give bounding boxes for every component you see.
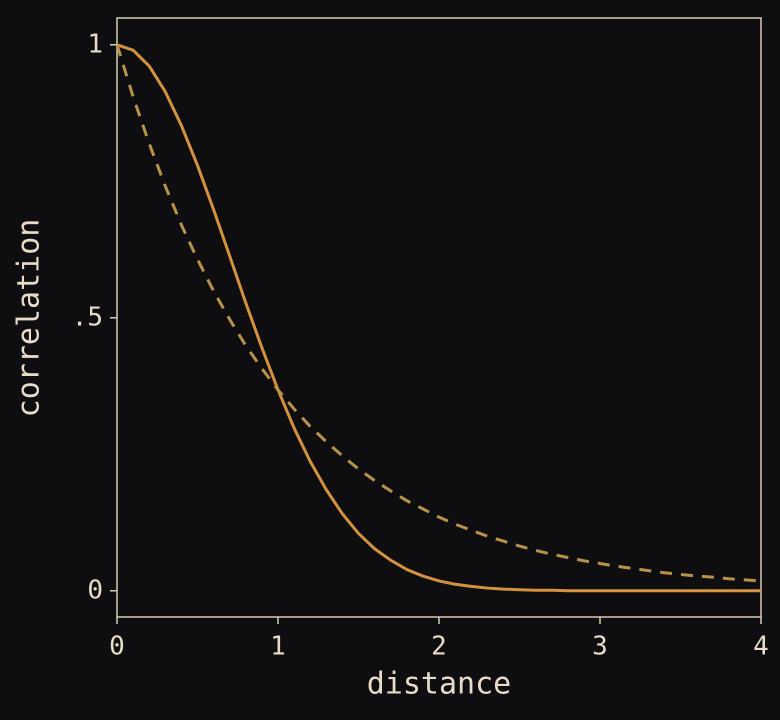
solid-line bbox=[116, 43, 761, 593]
y-axis-label: correlation bbox=[12, 219, 47, 418]
x-tick-label: 3 bbox=[592, 632, 608, 662]
dashed-line bbox=[115, 44, 762, 583]
x-tick-label: 2 bbox=[431, 632, 447, 662]
y-tick-label: .5 bbox=[72, 302, 103, 332]
x-tick-label: 0 bbox=[109, 632, 125, 662]
x-tick-label: 1 bbox=[270, 632, 286, 662]
y-tick-label: 1 bbox=[87, 29, 103, 59]
y-tick-label: 0 bbox=[87, 575, 103, 605]
x-tick-label: 4 bbox=[753, 632, 769, 662]
x-axis-label: distance bbox=[367, 667, 512, 702]
